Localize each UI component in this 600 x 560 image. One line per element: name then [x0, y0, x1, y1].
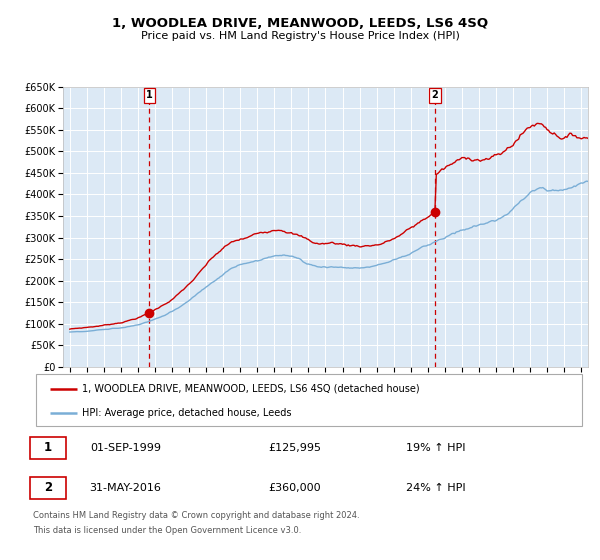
Text: Price paid vs. HM Land Registry's House Price Index (HPI): Price paid vs. HM Land Registry's House …: [140, 31, 460, 41]
FancyBboxPatch shape: [29, 477, 66, 498]
FancyBboxPatch shape: [29, 437, 66, 459]
Text: 19% ↑ HPI: 19% ↑ HPI: [406, 443, 466, 453]
Text: Contains HM Land Registry data © Crown copyright and database right 2024.: Contains HM Land Registry data © Crown c…: [33, 511, 359, 520]
Text: HPI: Average price, detached house, Leeds: HPI: Average price, detached house, Leed…: [82, 408, 292, 418]
Text: £125,995: £125,995: [268, 443, 321, 453]
Text: 1: 1: [44, 441, 52, 454]
Text: 1, WOODLEA DRIVE, MEANWOOD, LEEDS, LS6 4SQ (detached house): 1, WOODLEA DRIVE, MEANWOOD, LEEDS, LS6 4…: [82, 384, 420, 394]
Text: 24% ↑ HPI: 24% ↑ HPI: [406, 483, 466, 493]
Text: 2: 2: [44, 482, 52, 494]
Text: This data is licensed under the Open Government Licence v3.0.: This data is licensed under the Open Gov…: [33, 526, 301, 535]
FancyBboxPatch shape: [36, 374, 582, 426]
Text: 1: 1: [146, 90, 153, 100]
Text: 01-SEP-1999: 01-SEP-1999: [90, 443, 161, 453]
Text: 1, WOODLEA DRIVE, MEANWOOD, LEEDS, LS6 4SQ: 1, WOODLEA DRIVE, MEANWOOD, LEEDS, LS6 4…: [112, 17, 488, 30]
Text: 31-MAY-2016: 31-MAY-2016: [89, 483, 161, 493]
Text: 2: 2: [431, 90, 439, 100]
Text: £360,000: £360,000: [268, 483, 321, 493]
